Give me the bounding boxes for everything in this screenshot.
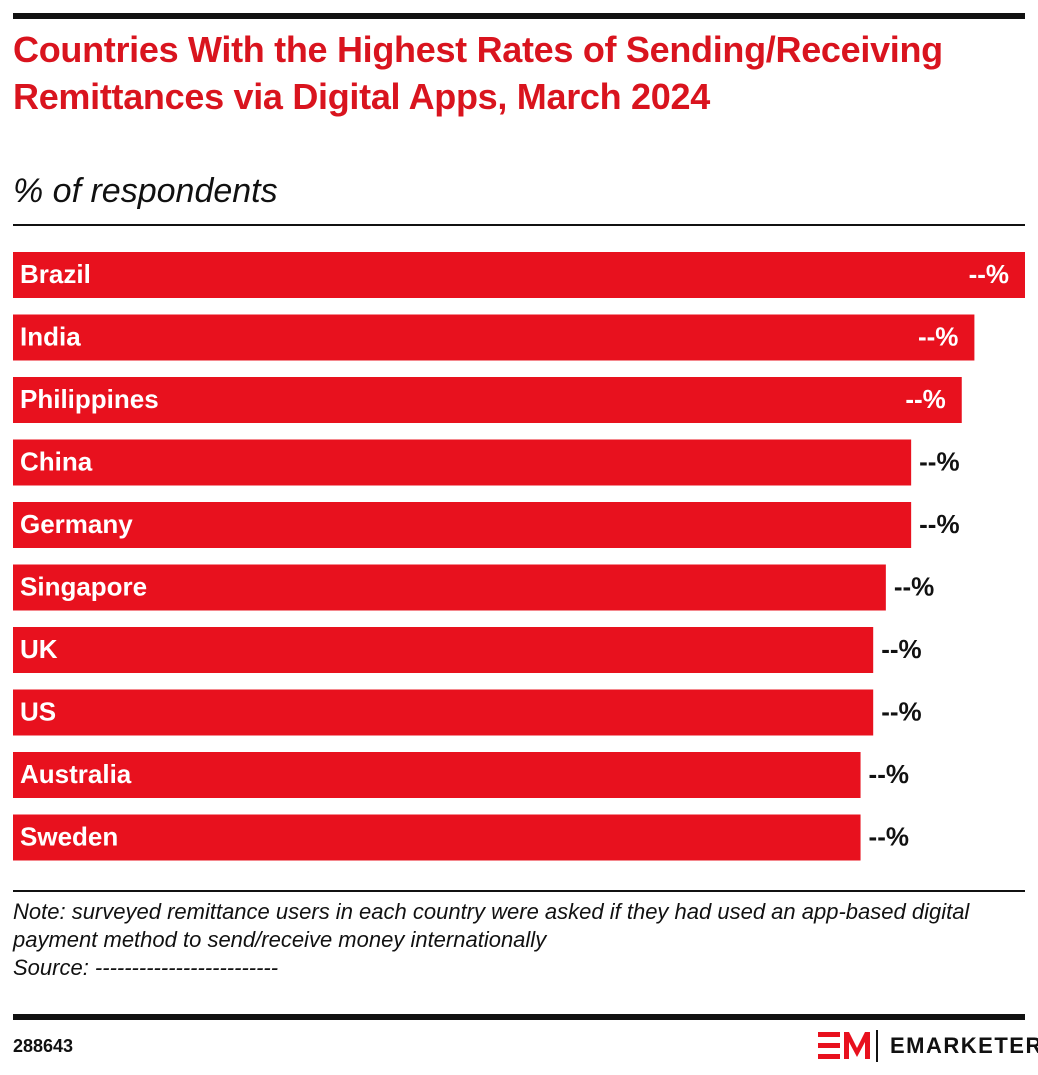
- bar: [13, 502, 912, 548]
- bar: [13, 314, 975, 361]
- value-label: --%: [881, 634, 921, 664]
- notes: Note: surveyed remittance users in each …: [13, 898, 1025, 982]
- chart-title: Countries With the Highest Rates of Send…: [13, 29, 943, 117]
- category-label: Philippines: [20, 384, 159, 414]
- bar: [13, 752, 861, 798]
- category-label: US: [20, 696, 56, 726]
- bar: [13, 377, 962, 423]
- header-rule: [13, 224, 1025, 226]
- value-label: --%: [869, 759, 909, 789]
- value-label: --%: [918, 321, 958, 351]
- note-rule: [13, 890, 1025, 892]
- category-label: Brazil: [20, 259, 91, 289]
- bar: [13, 627, 874, 673]
- chart-subtitle: % of respondents: [13, 172, 278, 210]
- category-label: Australia: [20, 759, 132, 789]
- category-label: China: [20, 446, 93, 476]
- brand-logo: [818, 1030, 878, 1062]
- value-label: --%: [894, 571, 934, 601]
- value-label: --%: [969, 259, 1009, 289]
- value-label: --%: [869, 821, 909, 851]
- bar: [13, 814, 861, 861]
- bar: [13, 564, 886, 611]
- value-label: --%: [919, 509, 959, 539]
- value-label: --%: [905, 384, 945, 414]
- category-label: India: [20, 321, 81, 351]
- note: Note: surveyed remittance users in each …: [13, 899, 970, 952]
- bar: [13, 689, 874, 736]
- top-rule: [13, 13, 1025, 19]
- source: Source: -------------------------: [13, 955, 279, 980]
- bar: [13, 252, 1025, 298]
- chart-id: 288643: [13, 1036, 74, 1056]
- category-label: UK: [20, 634, 58, 664]
- category-label: Germany: [20, 509, 133, 539]
- bar: [13, 439, 912, 486]
- brand-name: EMARKETER: [890, 1033, 1038, 1058]
- category-label: Singapore: [20, 571, 147, 601]
- value-label: --%: [919, 446, 959, 476]
- value-label: --%: [881, 696, 921, 726]
- bottom-rule: [13, 1014, 1025, 1020]
- chart: Brazil --% India --% Philippines --% China --% G…: [13, 252, 1025, 861]
- category-label: Sweden: [20, 821, 118, 851]
